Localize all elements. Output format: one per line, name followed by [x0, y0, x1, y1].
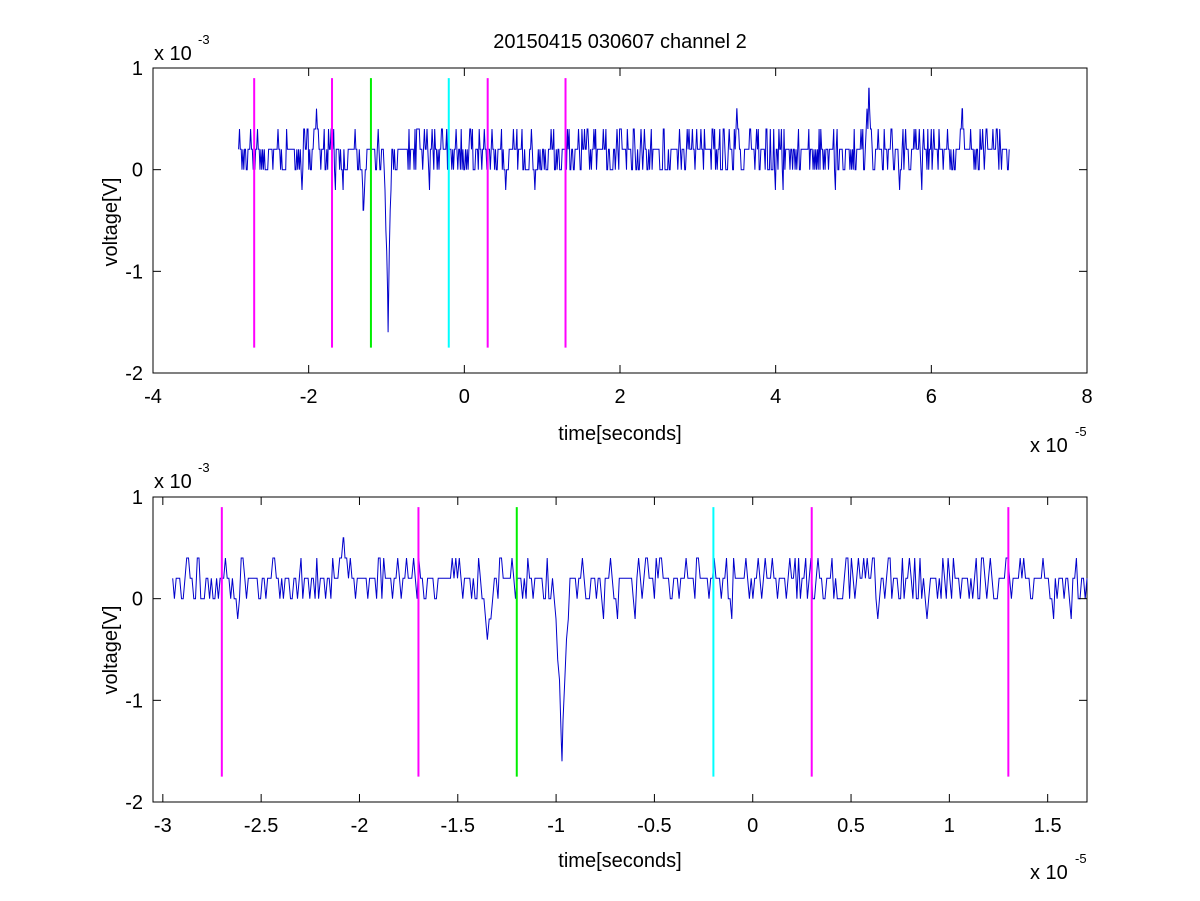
top-y-tick-label: -2: [125, 363, 143, 385]
bottom-subplot: -3 -2.5 -2 -1.5 -1 -0.5 0 0.5 1 1.5 -2 -1 0 1 time[s…: [100, 460, 1088, 884]
bottom-x-tick-label: -3: [154, 815, 172, 837]
bottom-x-multiplier-base: x 10: [1030, 862, 1068, 884]
top-x-tick-label: -4: [144, 386, 162, 408]
bottom-plot-frame: [152, 496, 1088, 803]
top-x-multiplier: x 10 -5: [1030, 424, 1087, 457]
bottom-y-multiplier-base: x 10: [154, 471, 192, 493]
top-x-tick-label: 0: [459, 386, 470, 408]
top-x-tick-label: 6: [926, 386, 937, 408]
top-x-multiplier-exponent: -5: [1075, 424, 1087, 439]
top-subplot: -4 -2 0 2 4 6 8 -2-101 time[seconds] voltage[V…: [100, 32, 1093, 457]
top-y-multiplier-base: x 10: [154, 43, 192, 65]
bottom-signal-group: [172, 537, 1088, 762]
top-marker-group: [253, 78, 567, 348]
bottom-y-multiplier: x 10 -3: [154, 460, 210, 493]
bottom-x-tick-label: 1: [944, 815, 955, 837]
bottom-x-tick-label: -2: [351, 815, 369, 837]
top-y-axis-label: voltage[V]: [100, 178, 122, 267]
bottom-x-tick-label: -1: [547, 815, 565, 837]
top-x-tick-label: 8: [1081, 386, 1092, 408]
bottom-y-tick-label: -2: [125, 792, 143, 814]
top-y-tick-label: 0: [132, 160, 143, 182]
bottom-y-multiplier-exponent: -3: [198, 460, 210, 475]
bottom-y-axis-label: voltage[V]: [100, 606, 122, 695]
bottom-x-tick-label: 0: [747, 815, 758, 837]
top-x-multiplier-base: x 10: [1030, 435, 1068, 457]
bottom-x-tick-label: 0.5: [837, 815, 865, 837]
bottom-x-tick-label: -2.5: [244, 815, 278, 837]
bottom-x-tick-label: -1.5: [441, 815, 475, 837]
top-y-tick-label: -1: [125, 261, 143, 283]
bottom-y-tick-label: 1: [132, 487, 143, 509]
bottom-signal-line: [172, 537, 1088, 762]
top-x-tick-label: 4: [770, 386, 781, 408]
bottom-marker-group: [220, 507, 1010, 777]
top-y-tick-label: 1: [132, 58, 143, 80]
bottom-x-multiplier: x 10 -5: [1030, 851, 1087, 884]
top-signal-line: [238, 87, 1010, 333]
bottom-y-ticks: -2 -1 0 1: [125, 487, 1087, 814]
top-y-multiplier-exponent: -3: [198, 32, 210, 47]
bottom-x-axis-label: time[seconds]: [558, 850, 681, 872]
top-x-tick-label: 2: [614, 386, 625, 408]
bottom-x-tick-label: -0.5: [637, 815, 671, 837]
top-y-multiplier: x 10 -3: [154, 32, 210, 65]
bottom-x-tick-label: 1.5: [1034, 815, 1062, 837]
bottom-y-tick-label: 0: [132, 589, 143, 611]
figure-title: 20150415 030607 channel 2: [493, 31, 747, 53]
top-signal-group: [238, 87, 1010, 333]
top-x-axis-label: time[seconds]: [558, 423, 681, 445]
top-x-tick-label: -2: [300, 386, 318, 408]
top-x-ticks: -4 -2 0 2 4 6 8: [144, 68, 1093, 408]
bottom-y-tick-label: -1: [125, 690, 143, 712]
bottom-x-ticks: -3 -2.5 -2 -1.5 -1 -0.5 0 0.5 1 1.5: [154, 497, 1062, 837]
top-y-ticks: -2 -1 0 1: [125, 58, 1087, 385]
bottom-x-multiplier-exponent: -5: [1075, 851, 1087, 866]
